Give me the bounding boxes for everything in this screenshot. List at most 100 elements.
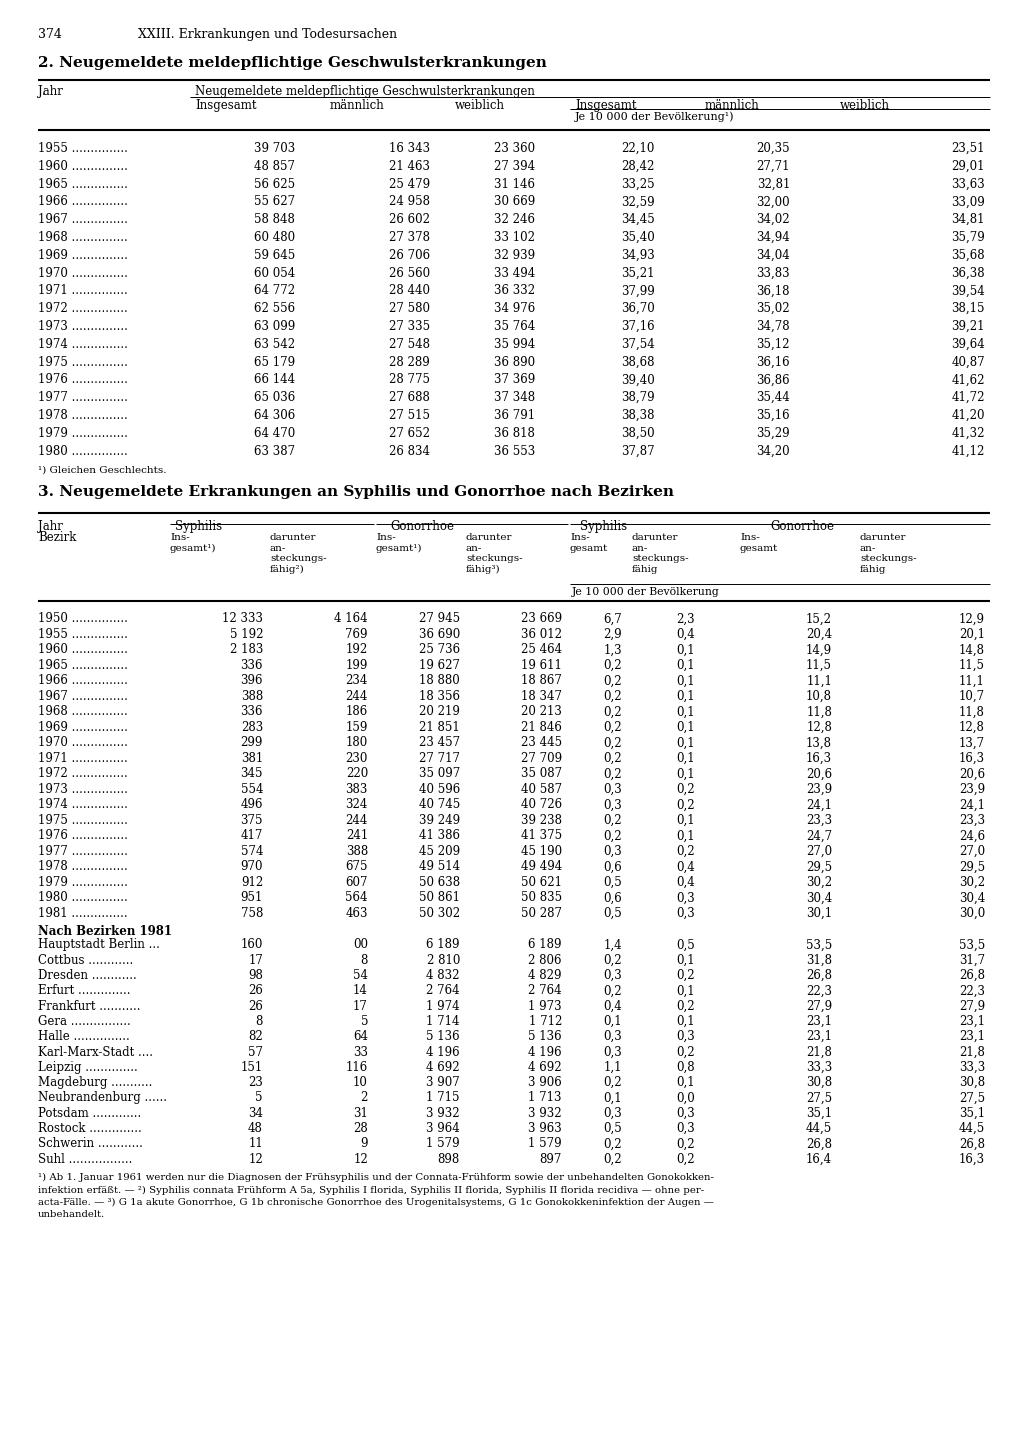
- Text: 12,9: 12,9: [959, 613, 985, 626]
- Text: Ins-
gesamt: Ins- gesamt: [570, 534, 608, 552]
- Text: 0,2: 0,2: [677, 1045, 695, 1058]
- Text: 10,7: 10,7: [958, 689, 985, 702]
- Text: 63 387: 63 387: [254, 444, 295, 457]
- Text: 25 464: 25 464: [521, 643, 562, 656]
- Text: 18 867: 18 867: [521, 675, 562, 688]
- Text: 36,86: 36,86: [757, 373, 790, 386]
- Text: 26 560: 26 560: [389, 267, 430, 280]
- Text: 35,02: 35,02: [757, 303, 790, 316]
- Text: 26,8: 26,8: [959, 1138, 985, 1151]
- Text: 29,5: 29,5: [958, 861, 985, 874]
- Text: 0,2: 0,2: [603, 985, 622, 998]
- Text: 35,68: 35,68: [951, 249, 985, 262]
- Text: 0,3: 0,3: [676, 1030, 695, 1043]
- Text: 49 514: 49 514: [419, 861, 460, 874]
- Text: Gonorrhoe: Gonorrhoe: [390, 521, 454, 534]
- Text: 39,64: 39,64: [951, 337, 985, 350]
- Text: 0,3: 0,3: [603, 845, 622, 858]
- Text: 4 692: 4 692: [426, 1061, 460, 1074]
- Text: 26 602: 26 602: [389, 213, 430, 226]
- Text: Dresden ............: Dresden ............: [38, 969, 137, 982]
- Text: 63 099: 63 099: [254, 320, 295, 333]
- Text: 0,3: 0,3: [603, 1030, 622, 1043]
- Text: darunter
an-
steckungs-
fähig³): darunter an- steckungs- fähig³): [466, 534, 522, 574]
- Text: 54: 54: [353, 969, 368, 982]
- Text: 26,8: 26,8: [959, 969, 985, 982]
- Text: 33,3: 33,3: [958, 1061, 985, 1074]
- Text: 13,7: 13,7: [958, 737, 985, 750]
- Text: 3 906: 3 906: [528, 1076, 562, 1089]
- Text: 35 097: 35 097: [419, 767, 460, 780]
- Text: 11,1: 11,1: [959, 675, 985, 688]
- Text: 1 714: 1 714: [427, 1015, 460, 1028]
- Text: 27 335: 27 335: [389, 320, 430, 333]
- Text: 1955 ...............: 1955 ...............: [38, 627, 128, 640]
- Text: 48: 48: [248, 1122, 263, 1135]
- Text: 1970 ...............: 1970 ...............: [38, 737, 128, 750]
- Text: 0,2: 0,2: [603, 675, 622, 688]
- Text: 1975 ...............: 1975 ...............: [38, 356, 128, 369]
- Text: 39 703: 39 703: [254, 141, 295, 154]
- Text: 50 835: 50 835: [521, 891, 562, 904]
- Text: 3 963: 3 963: [528, 1122, 562, 1135]
- Text: 41 386: 41 386: [419, 829, 460, 842]
- Text: weiblich: weiblich: [840, 99, 890, 112]
- Text: 33 102: 33 102: [494, 231, 535, 244]
- Text: Potsdam .............: Potsdam .............: [38, 1106, 141, 1119]
- Text: 3 964: 3 964: [426, 1122, 460, 1135]
- Text: 1971 ...............: 1971 ...............: [38, 284, 128, 297]
- Text: 6 189: 6 189: [427, 939, 460, 952]
- Text: 21 846: 21 846: [521, 721, 562, 734]
- Text: 20,6: 20,6: [958, 767, 985, 780]
- Text: 0,2: 0,2: [603, 737, 622, 750]
- Text: 180: 180: [346, 737, 368, 750]
- Text: 199: 199: [346, 659, 368, 672]
- Text: 39,40: 39,40: [622, 373, 655, 386]
- Text: 0,2: 0,2: [603, 953, 622, 966]
- Text: 23 669: 23 669: [521, 613, 562, 626]
- Text: 32 246: 32 246: [494, 213, 535, 226]
- Text: 34,81: 34,81: [951, 213, 985, 226]
- Text: Schwerin ............: Schwerin ............: [38, 1138, 143, 1151]
- Text: XXIII. Erkrankungen und Todesursachen: XXIII. Erkrankungen und Todesursachen: [138, 27, 397, 40]
- Text: Magdeburg ...........: Magdeburg ...........: [38, 1076, 153, 1089]
- Text: 0,3: 0,3: [676, 891, 695, 904]
- Text: 53,5: 53,5: [806, 939, 831, 952]
- Text: 1,4: 1,4: [603, 939, 622, 952]
- Text: 0,1: 0,1: [677, 953, 695, 966]
- Text: 27 945: 27 945: [419, 613, 460, 626]
- Text: 381: 381: [241, 751, 263, 764]
- Text: 30,2: 30,2: [806, 875, 831, 888]
- Text: 0,2: 0,2: [603, 1152, 622, 1165]
- Text: unbehandelt.: unbehandelt.: [38, 1210, 105, 1220]
- Text: 21 851: 21 851: [419, 721, 460, 734]
- Text: 463: 463: [345, 907, 368, 920]
- Text: 1,3: 1,3: [603, 643, 622, 656]
- Text: 24 958: 24 958: [389, 196, 430, 209]
- Text: 1950 ...............: 1950 ...............: [38, 613, 128, 626]
- Text: 0,5: 0,5: [603, 907, 622, 920]
- Text: 63 542: 63 542: [254, 337, 295, 350]
- Text: 41,12: 41,12: [951, 444, 985, 457]
- Text: 0,2: 0,2: [677, 783, 695, 796]
- Text: 0,1: 0,1: [677, 721, 695, 734]
- Text: 27,9: 27,9: [958, 999, 985, 1012]
- Text: 1975 ...............: 1975 ...............: [38, 813, 128, 826]
- Text: 345: 345: [241, 767, 263, 780]
- Text: 65 036: 65 036: [254, 391, 295, 404]
- Text: 0,1: 0,1: [677, 675, 695, 688]
- Text: 98: 98: [248, 969, 263, 982]
- Text: 0,1: 0,1: [677, 1015, 695, 1028]
- Text: 1966 ...............: 1966 ...............: [38, 196, 128, 209]
- Text: 36,16: 36,16: [757, 356, 790, 369]
- Text: 336: 336: [241, 659, 263, 672]
- Text: 496: 496: [241, 799, 263, 812]
- Text: 26: 26: [248, 999, 263, 1012]
- Text: 1 579: 1 579: [528, 1138, 562, 1151]
- Text: Neubrandenburg ......: Neubrandenburg ......: [38, 1092, 167, 1105]
- Text: 20 219: 20 219: [419, 705, 460, 718]
- Text: 0,4: 0,4: [603, 999, 622, 1012]
- Text: 234: 234: [346, 675, 368, 688]
- Text: 27 548: 27 548: [389, 337, 430, 350]
- Text: 36 690: 36 690: [419, 627, 460, 640]
